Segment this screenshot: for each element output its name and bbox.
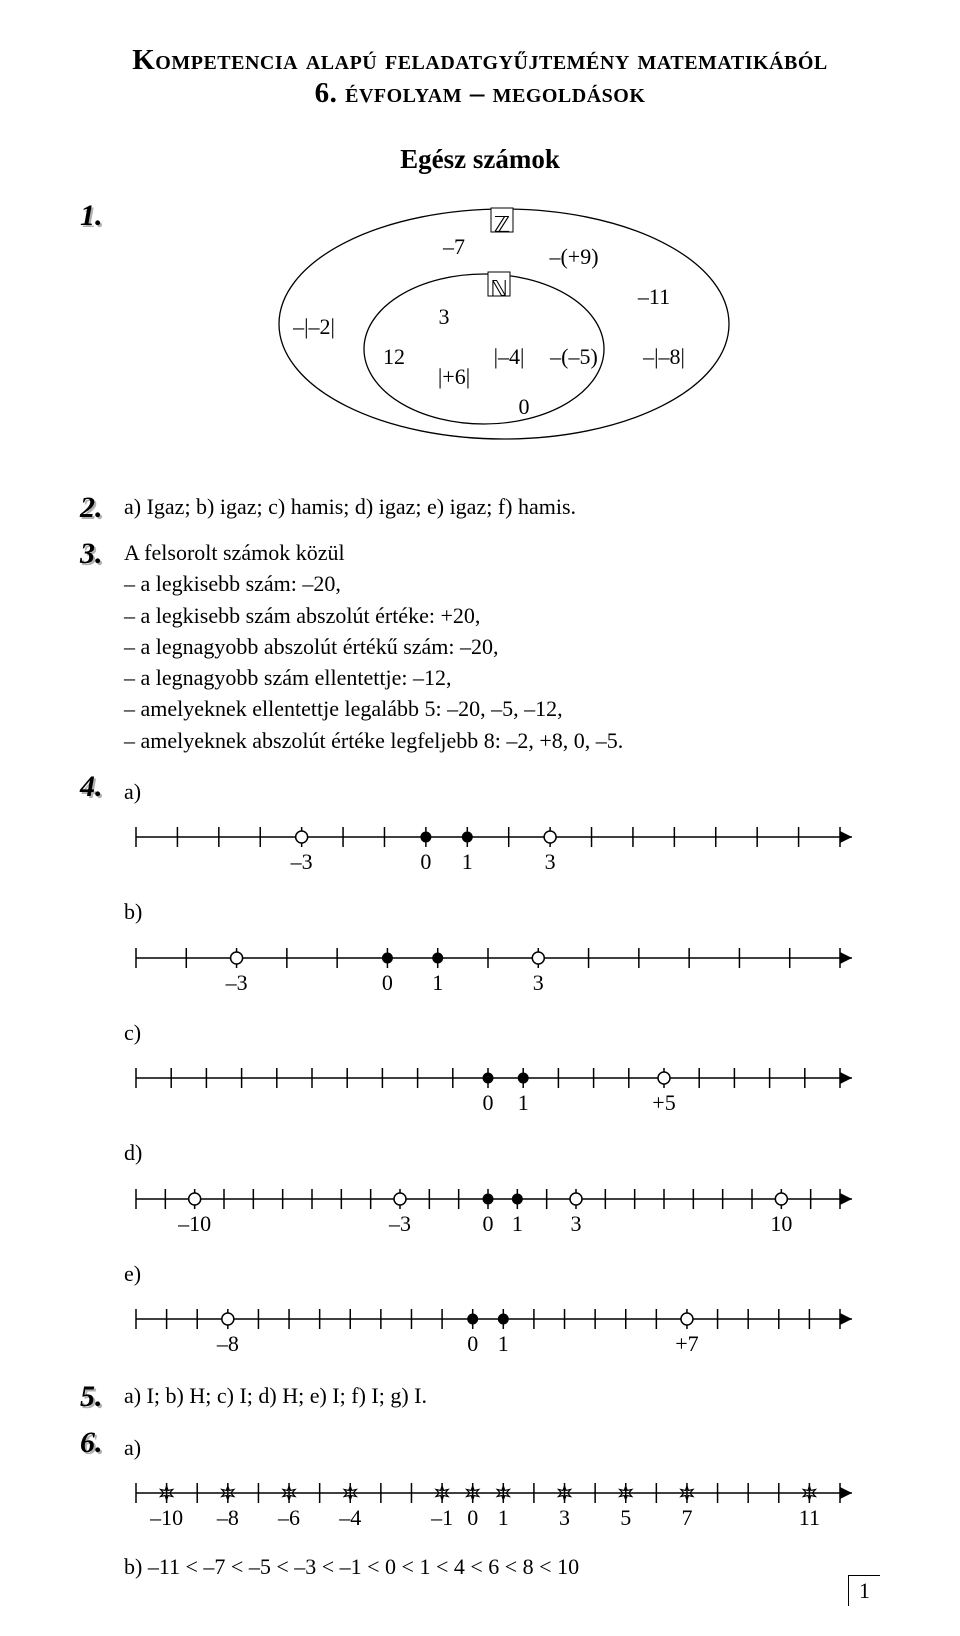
answer-text: b) –11 < –7 < –5 < –3 < –1 < 0 < 1 < 4 <… — [124, 1551, 880, 1582]
svg-text:3: 3 — [571, 1211, 582, 1236]
svg-text:–|–2|: –|–2| — [292, 314, 335, 339]
svg-text:ℤ: ℤ — [494, 212, 510, 237]
svg-text:1: 1 — [498, 1331, 509, 1356]
sub-e: e) — [124, 1258, 880, 1289]
svg-text:1: 1 — [432, 970, 443, 995]
svg-text:0: 0 — [467, 1331, 478, 1356]
svg-text:1: 1 — [512, 1211, 523, 1236]
svg-text:–(+9): –(+9) — [548, 244, 598, 269]
svg-text:+5: +5 — [652, 1090, 675, 1115]
question-number: 5.5. — [80, 1380, 124, 1412]
svg-text:0: 0 — [382, 970, 393, 995]
answer-text: a) I; b) H; c) I; d) H; e) I; f) I; g) I… — [124, 1380, 880, 1411]
svg-text:0: 0 — [519, 394, 530, 419]
question-number: 4.4. — [80, 770, 124, 802]
svg-text:ℕ: ℕ — [490, 276, 508, 301]
svg-text:|–4|: |–4| — [494, 344, 525, 369]
question-1: 1.1. ℤ ℕ –7 –(+9) –11 –|–2| 3 12 |+6| |–4| –(–5) –|… — [80, 199, 880, 477]
sub-d: d) — [124, 1137, 880, 1168]
question-number: 6.6. — [80, 1426, 124, 1458]
svg-text:3: 3 — [439, 304, 450, 329]
title-sub: 6. évfolyam – megoldások — [80, 77, 880, 110]
svg-text:–10: –10 — [149, 1505, 183, 1530]
svg-text:–3: –3 — [290, 849, 313, 874]
svg-text:10: 10 — [770, 1211, 792, 1236]
svg-text:–|–8|: –|–8| — [642, 344, 685, 369]
numberline-4a: –3 0 1 3 — [124, 817, 880, 890]
svg-text:0: 0 — [483, 1211, 494, 1236]
sub-b: b) — [124, 896, 880, 927]
svg-text:–10: –10 — [177, 1211, 211, 1236]
svg-text:1: 1 — [498, 1505, 509, 1530]
question-3: 3.3. A felsorolt számok közül – a legkis… — [80, 537, 880, 756]
chapter-heading: Egész számok — [80, 144, 880, 175]
numberline-4d: –10 –3 01 3 10 — [124, 1179, 880, 1252]
svg-text:7: 7 — [681, 1505, 692, 1530]
question-number: 2.2. — [80, 491, 124, 523]
sub-a: a) — [124, 1432, 880, 1463]
svg-text:3: 3 — [533, 970, 544, 995]
svg-text:0: 0 — [467, 1505, 478, 1530]
svg-text:0: 0 — [483, 1090, 494, 1115]
numberline-4c: 01 +5 — [124, 1058, 880, 1131]
svg-text:–1: –1 — [430, 1505, 453, 1530]
question-4: 4.4. a) –3013 b) –3013 c) 01+5 d) –10–30… — [80, 770, 880, 1376]
question-number: 1.1. — [80, 199, 124, 231]
question-number: 3.3. — [80, 537, 124, 569]
question-2: 2.2. a) Igaz; b) igaz; c) hamis; d) igaz… — [80, 491, 880, 523]
question-6: 6.6. a) –10–8–6–4–10135711 b) –11 < –7 <… — [80, 1426, 880, 1582]
svg-text:–(–5): –(–5) — [549, 344, 598, 369]
question-5: 5.5. a) I; b) H; c) I; d) H; e) I; f) I;… — [80, 1380, 880, 1412]
page-number: 1 — [848, 1575, 880, 1606]
numberline-6a: –10–8–6–4–10135711 — [124, 1473, 880, 1546]
svg-text:1: 1 — [462, 849, 473, 874]
answer-text: a) Igaz; b) igaz; c) hamis; d) igaz; e) … — [124, 491, 880, 522]
svg-text:+7: +7 — [675, 1331, 698, 1356]
svg-text:–6: –6 — [277, 1505, 300, 1530]
sub-c: c) — [124, 1017, 880, 1048]
svg-text:–4: –4 — [338, 1505, 361, 1530]
svg-text:5: 5 — [620, 1505, 631, 1530]
sub-a: a) — [124, 776, 880, 807]
svg-text:0: 0 — [420, 849, 431, 874]
svg-text:|+6|: |+6| — [438, 364, 470, 389]
svg-text:11: 11 — [799, 1505, 820, 1530]
svg-text:12: 12 — [383, 344, 405, 369]
numberline-4b: –3 0 1 3 — [124, 938, 880, 1011]
svg-text:–8: –8 — [216, 1505, 239, 1530]
svg-text:–3: –3 — [388, 1211, 411, 1236]
svg-text:–8: –8 — [216, 1331, 239, 1356]
svg-text:3: 3 — [559, 1505, 570, 1530]
venn-diagram: ℤ ℕ –7 –(+9) –11 –|–2| 3 12 |+6| |–4| –(–5) –|–8| 0 — [254, 199, 754, 457]
svg-text:–3: –3 — [225, 970, 248, 995]
svg-text:3: 3 — [545, 849, 556, 874]
title-main: Kompetencia alapú feladatgyűjtemény mate… — [80, 44, 880, 77]
numberline-4e: –8 01 +7 — [124, 1299, 880, 1372]
svg-text:–7: –7 — [442, 234, 465, 259]
svg-text:–11: –11 — [637, 284, 670, 309]
answer-text: A felsorolt számok közül – a legkisebb s… — [124, 537, 880, 756]
svg-text:1: 1 — [518, 1090, 529, 1115]
